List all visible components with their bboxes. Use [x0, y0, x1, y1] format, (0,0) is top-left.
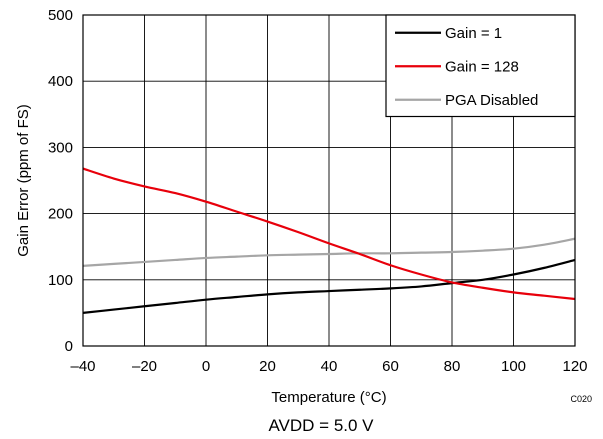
- series-line-gain-1: [82, 258, 576, 314]
- series-line-pga-disabled: [82, 237, 576, 267]
- legend: Gain = 1 Gain = 128 PGA Disabled: [385, 14, 576, 118]
- x-tick-label: 60: [382, 358, 399, 375]
- caption: AVDD = 5.0 V: [268, 416, 374, 435]
- y-tick-label: 400: [48, 73, 73, 90]
- x-tick-label: 80: [444, 358, 461, 375]
- x-tick-label: –40: [70, 358, 95, 375]
- x-tick-label: 40: [321, 358, 338, 375]
- x-tick-label: –20: [132, 358, 157, 375]
- y-tick-label: 0: [65, 338, 73, 355]
- y-tick-label: 500: [48, 7, 73, 24]
- y-axis-title: Gain Error (ppm of FS): [15, 104, 32, 257]
- series-line-gain-128: [82, 167, 576, 301]
- y-tick-label: 100: [48, 272, 73, 289]
- legend-label: Gain = 1: [445, 25, 502, 42]
- y-tick-labels: 0 100 200 300 400 500: [48, 7, 73, 355]
- figure-code: C020: [570, 394, 592, 404]
- x-tick-labels: –40 –20 0 20 40 60 80 100 120: [70, 358, 587, 375]
- x-axis-title: Temperature (°C): [271, 389, 386, 406]
- y-tick-label: 200: [48, 206, 73, 223]
- legend-label: PGA Disabled: [445, 92, 538, 109]
- series-lines: [82, 167, 576, 314]
- plot-area-frame: [82, 14, 576, 347]
- x-tick-label: 120: [562, 358, 587, 375]
- x-tick-label: 100: [501, 358, 526, 375]
- x-tick-label: 0: [202, 358, 210, 375]
- y-tick-label: 300: [48, 139, 73, 156]
- x-tick-label: 20: [259, 358, 276, 375]
- legend-label: Gain = 128: [445, 58, 519, 75]
